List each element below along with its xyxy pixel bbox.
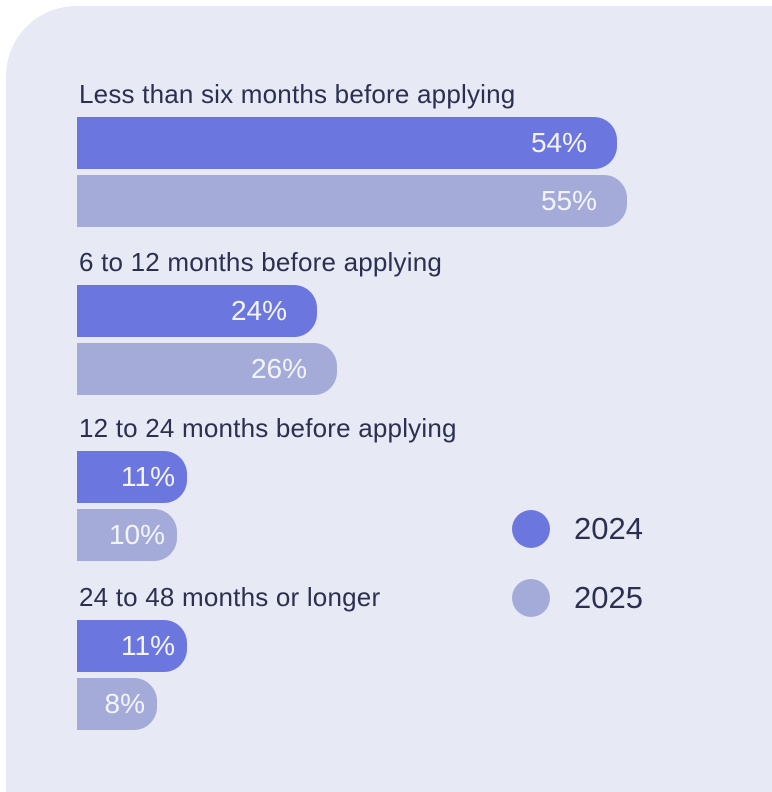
legend-swatch-2025-icon xyxy=(512,579,550,617)
legend-item-2024: 2024 xyxy=(512,510,643,548)
legend-label-2025: 2025 xyxy=(574,580,643,615)
category-label: 12 to 24 months before applying xyxy=(79,413,457,443)
bar-2025: 55% xyxy=(77,175,627,227)
category-label: 6 to 12 months before applying xyxy=(79,247,443,277)
category-label: Less than six months before applying xyxy=(79,79,516,109)
bar-value-label: 54% xyxy=(530,127,587,158)
legend: 2024 2025 xyxy=(512,510,643,617)
bar-2024: 11% xyxy=(77,620,187,672)
bar-value-label: 8% xyxy=(104,688,145,719)
bar-2024: 11% xyxy=(77,451,187,503)
bar-value-label: 11% xyxy=(121,461,175,492)
bar-2025: 8% xyxy=(77,678,157,730)
bar-value-label: 26% xyxy=(250,353,307,384)
bar-value-label: 11% xyxy=(121,630,175,661)
bar-value-label: 55% xyxy=(540,185,597,216)
legend-item-2025: 2025 xyxy=(512,579,643,617)
legend-swatch-2024-icon xyxy=(512,510,550,548)
bar-value-label: 24% xyxy=(230,295,287,326)
bar-2025: 10% xyxy=(77,509,177,561)
legend-label-2024: 2024 xyxy=(574,511,643,546)
bar-2025: 26% xyxy=(77,343,337,395)
bar-value-label: 10% xyxy=(108,519,165,550)
bar-2024: 54% xyxy=(77,117,617,169)
bar-2024: 24% xyxy=(77,285,317,337)
category-label: 24 to 48 months or longer xyxy=(79,582,381,612)
